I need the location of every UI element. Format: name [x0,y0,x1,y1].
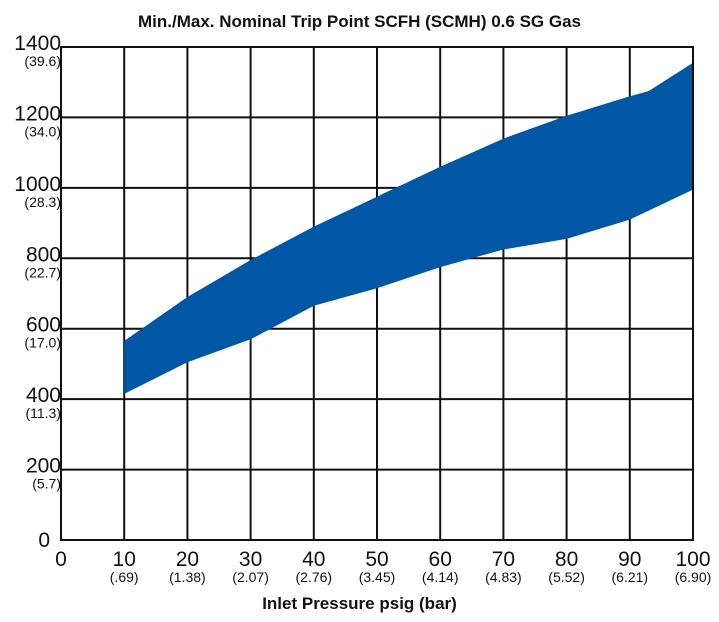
x-tick-sublabel: (5.52) [548,569,585,585]
x-tick-sublabel: (1.38) [169,569,206,585]
trip-point-band [124,62,693,394]
y-tick-label: 400 [26,384,61,407]
x-tick-sublabel: (3.45) [359,569,396,585]
x-tick-label: 20 [176,548,199,571]
y-tick-label: 200 [26,455,61,478]
x-axis-title: Inlet Pressure psig (bar) [262,594,457,613]
x-tick-sublabel: (4.14) [422,569,459,585]
chart-title: Min./Max. Nominal Trip Point SCFH (SCMH)… [138,12,581,31]
x-tick-label: 10 [113,548,136,571]
x-tick-label: 60 [429,548,452,571]
x-tick-label: 50 [365,548,388,571]
y-tick-sublabel: (28.3) [24,194,61,210]
y-tick-label: 600 [26,314,61,337]
y-tick-sublabel: (22.7) [24,264,61,280]
y-tick-label: 0 [38,529,50,552]
x-tick-sublabel: (6.90) [675,569,712,585]
y-tick-label: 1000 [14,173,61,196]
x-tick-sublabel: (2.76) [296,569,333,585]
x-tick-label: 100 [675,548,710,571]
x-tick-label: 30 [239,548,262,571]
x-axis-ticks: 0 10(.69) 20(1.38) 30(2.07) 40(2.76) 50(3.45)… [55,548,711,585]
x-tick-sublabel: (.69) [110,569,139,585]
plot-border [60,46,694,541]
x-tick-label: 80 [555,548,578,571]
y-tick-sublabel: (39.6) [24,53,61,69]
min-max-band [124,62,693,394]
y-tick-sublabel: (34.0) [24,123,61,139]
x-tick-label: 40 [302,548,325,571]
plot-frame [60,46,694,541]
x-tick-sublabel: (4.83) [485,569,522,585]
x-tick-label: 0 [55,548,67,571]
x-tick-sublabel: (6.21) [612,569,649,585]
x-tick-sublabel: (2.07) [232,569,269,585]
y-tick-sublabel: (5.7) [32,476,61,492]
y-tick-sublabel: (11.3) [25,405,61,421]
x-tick-label: 70 [492,548,515,571]
y-tick-sublabel: (17.0) [24,335,61,351]
y-tick-label: 1400 [14,32,61,55]
y-tick-label: 800 [26,243,61,266]
y-tick-label: 1200 [14,102,61,125]
x-tick-label: 90 [618,548,641,571]
y-axis-ticks: 0 200(5.7) 400(11.3) 600(17.0) 800(22.7) 1000… [14,32,61,552]
